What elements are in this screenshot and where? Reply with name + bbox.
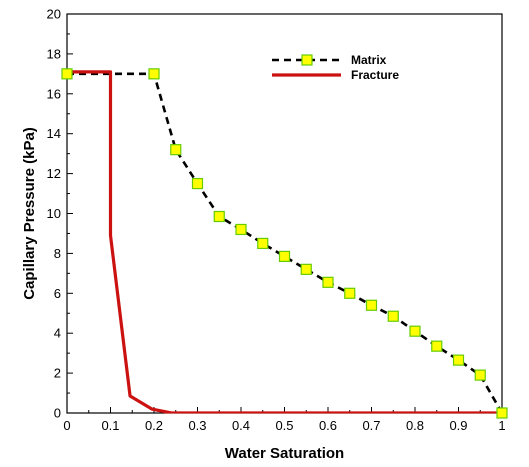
matrix-data-point xyxy=(191,177,204,190)
y-tick-label: 8 xyxy=(54,246,61,261)
y-tick-label: 12 xyxy=(47,166,61,181)
y-tick-label: 16 xyxy=(47,86,61,101)
y-axis-label: Capillary Pressure (kPa) xyxy=(21,127,38,300)
matrix-data-point xyxy=(213,210,225,223)
x-axis-ticks: 0 0.1 0.2 0.3 0.4 0.5 0.6 0.7 0.8 0.9 1 xyxy=(63,407,506,433)
x-axis-label: Water Saturation xyxy=(225,445,344,462)
y-tick-label: 10 xyxy=(47,206,61,221)
matrix-legend-label: Matrix xyxy=(351,53,387,67)
matrix-data-point xyxy=(431,340,443,352)
fracture-legend-label: Fracture xyxy=(351,68,399,82)
matrix-data-point xyxy=(496,407,508,419)
matrix-data-point xyxy=(61,68,73,80)
series-layer xyxy=(61,68,508,419)
x-tick-label: 0.2 xyxy=(145,418,163,433)
x-tick-label: 0.9 xyxy=(449,418,467,433)
marker-layer xyxy=(61,68,508,419)
x-tick-label: 0 xyxy=(63,418,70,433)
fracture-series-line xyxy=(67,70,502,414)
matrix-data-point xyxy=(452,354,465,366)
x-tick-label: 0.5 xyxy=(275,418,293,433)
matrix-data-point xyxy=(170,144,182,156)
x-tick-label: 0.1 xyxy=(101,418,119,433)
matrix-data-point xyxy=(344,287,356,299)
matrix-data-point xyxy=(257,237,269,250)
matrix-data-point xyxy=(148,68,160,80)
matrix-legend-marker xyxy=(301,54,313,66)
matrix-data-point xyxy=(474,369,486,381)
x-tick-label: 0.7 xyxy=(362,418,380,433)
y-tick-label: 4 xyxy=(54,326,61,341)
series-clipped-group xyxy=(67,70,503,414)
matrix-series-line xyxy=(67,72,503,414)
matrix-data-point xyxy=(300,263,312,275)
x-tick-label: 0.4 xyxy=(232,418,250,433)
y-axis-ticks: 0 2 4 6 8 10 12 14 16 18 20 xyxy=(47,7,73,421)
y-tick-label: 6 xyxy=(54,286,61,301)
matrix-data-point xyxy=(365,299,378,311)
matrix-data-point xyxy=(409,325,421,337)
y-tick-label: 14 xyxy=(47,126,61,141)
y-tick-label: 0 xyxy=(54,406,61,421)
x-tick-label: 0.8 xyxy=(406,418,424,433)
matrix-data-point xyxy=(235,223,247,236)
y-tick-label: 20 xyxy=(47,7,61,22)
y-tick-label: 2 xyxy=(54,366,61,381)
matrix-data-point xyxy=(278,250,291,262)
x-tick-label: 1 xyxy=(498,418,505,433)
matrix-data-point xyxy=(387,310,399,322)
matrix-data-point xyxy=(322,276,334,288)
x-tick-label: 0.3 xyxy=(188,418,206,433)
y-tick-label: 18 xyxy=(47,46,61,61)
x-tick-label: 0.6 xyxy=(319,418,337,433)
